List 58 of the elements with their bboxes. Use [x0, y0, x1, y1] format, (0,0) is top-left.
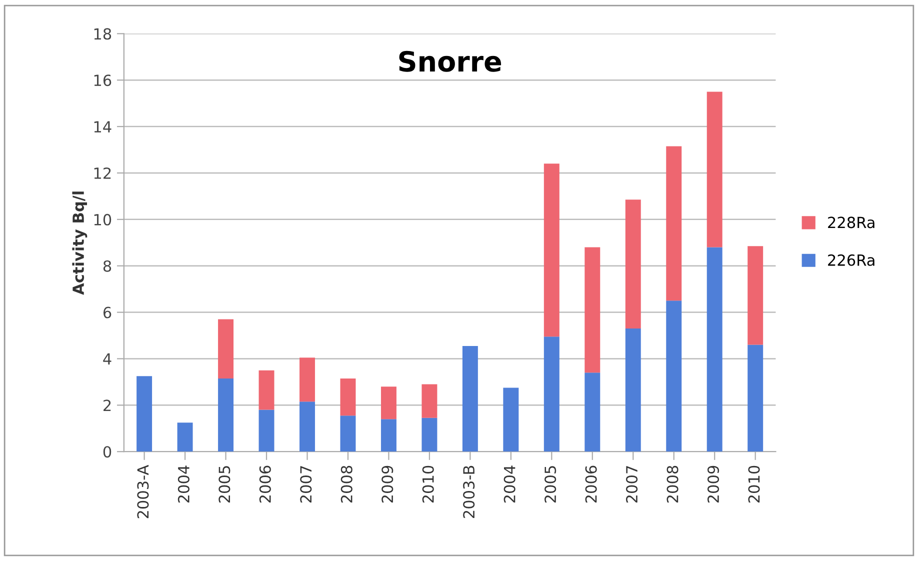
bar — [625, 200, 641, 329]
bar — [258, 370, 274, 410]
legend-label: 226Ra — [828, 254, 874, 266]
bar — [258, 410, 274, 452]
bar — [706, 92, 722, 248]
x-tick-label: 2009 — [707, 466, 720, 503]
x-tick-label: 2004 — [504, 466, 516, 503]
x-tick-label: 2003-A — [137, 464, 149, 518]
bar — [584, 247, 600, 373]
x-tick-label: 2010 — [422, 466, 434, 503]
bar — [584, 372, 600, 452]
x-tick-label: 2007 — [626, 466, 638, 503]
y-tick-label: 16 — [94, 74, 112, 86]
y-tick-label: 0 — [103, 446, 112, 458]
bar — [503, 388, 519, 452]
bar — [748, 246, 764, 345]
x-tick-label: 2009 — [382, 466, 394, 503]
x-tick-label: 2005 — [544, 466, 556, 503]
bar — [422, 418, 438, 452]
y-tick-label: 18 — [94, 28, 112, 40]
bar — [218, 378, 234, 452]
x-tick-label: 2008 — [666, 466, 678, 503]
bar — [300, 358, 315, 402]
x-tick-label: 2004 — [178, 466, 190, 503]
y-tick-label: 6 — [103, 306, 112, 318]
bar — [177, 422, 193, 452]
y-axis-title: Activity Bq/l — [72, 192, 88, 295]
bar — [218, 319, 234, 378]
bar — [380, 386, 396, 420]
bar — [706, 247, 722, 452]
chart-title: Snorre — [399, 50, 502, 72]
bar — [422, 384, 438, 418]
x-tick-label: 2007 — [300, 466, 312, 503]
bar — [544, 336, 560, 452]
bar — [666, 146, 682, 301]
x-tick-label: 2006 — [259, 466, 271, 503]
bar — [300, 402, 315, 452]
x-tick-label: 2006 — [585, 466, 597, 503]
bar — [748, 344, 764, 452]
y-tick-label: 14 — [94, 121, 112, 132]
bar — [380, 419, 396, 452]
legend-label: 228Ra — [828, 216, 874, 228]
bar — [544, 164, 560, 337]
y-tick-label: 4 — [103, 353, 112, 365]
x-tick-label: 2008 — [340, 466, 352, 503]
x-tick-label: 2003-B — [463, 466, 475, 518]
y-tick-label: 8 — [103, 260, 112, 272]
x-tick-label: 2005 — [218, 466, 230, 503]
bar — [666, 300, 682, 452]
x-tick-label: 2010 — [748, 466, 760, 503]
y-tick-label: 2 — [104, 400, 111, 411]
y-tick-label: 12 — [94, 167, 111, 179]
bar — [625, 328, 641, 452]
bar — [340, 416, 356, 452]
bar — [136, 376, 152, 452]
bar — [462, 346, 478, 452]
y-tick-label: 10 — [94, 214, 112, 226]
bar — [340, 378, 356, 416]
